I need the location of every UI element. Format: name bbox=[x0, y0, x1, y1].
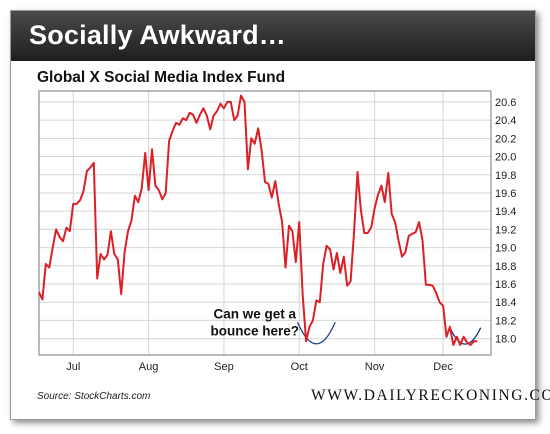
plot-border bbox=[38, 90, 492, 356]
x-tick-labels: Jul Aug Sep Oct Nov Dec bbox=[66, 361, 453, 373]
x-tick-label: Jul bbox=[66, 361, 80, 373]
y-tick-label: 18.8 bbox=[495, 261, 516, 273]
y-tick-label: 19.4 bbox=[495, 206, 516, 218]
annotation-text-line-2: bounce here? bbox=[210, 324, 299, 339]
chart-title: Global X Social Media Index Fund bbox=[37, 69, 286, 86]
y-tick-label: 20.6 bbox=[495, 97, 516, 109]
banner-title: Socially Awkward… bbox=[29, 20, 286, 50]
y-tick-label: 20.0 bbox=[495, 152, 516, 164]
y-tick-label: 19.6 bbox=[495, 188, 516, 200]
bounce-curve-oct bbox=[296, 321, 336, 345]
y-tick-label: 19.2 bbox=[495, 224, 516, 236]
grid-layer bbox=[39, 91, 491, 355]
x-tick-label: Sep bbox=[214, 361, 234, 373]
bounce-curve-dec bbox=[449, 327, 482, 345]
price-line bbox=[38, 94, 478, 346]
x-tick-label: Nov bbox=[365, 361, 385, 373]
y-tick-label: 18.6 bbox=[495, 279, 516, 291]
brand-url: WWW.DAILYRECKONING.COM bbox=[311, 387, 550, 404]
annotation-curves bbox=[296, 321, 482, 345]
source-note: Source: StockCharts.com bbox=[37, 391, 151, 402]
annotation-text-line-1: Can we get a bbox=[213, 307, 296, 322]
y-tick-label: 19.0 bbox=[495, 243, 516, 255]
y-tick-label: 18.4 bbox=[495, 297, 516, 309]
series-layer bbox=[38, 94, 478, 346]
y-tick-label: 20.2 bbox=[495, 133, 516, 145]
x-tick-label: Dec bbox=[433, 361, 453, 373]
y-tick-label: 18.2 bbox=[495, 315, 516, 327]
y-tick-labels: 18.0 18.2 18.4 18.6 18.8 19.0 19.2 19.4 19.6 19.8… bbox=[495, 97, 516, 346]
line-chart: Jul Aug Sep Oct Nov Dec 18.018.218.418.618.81… bbox=[38, 90, 516, 373]
chart-frame: Socially Awkward… Global X Social Media … bbox=[10, 10, 550, 420]
y-tick-label: 18.0 bbox=[495, 334, 516, 346]
x-tick-label: Aug bbox=[139, 361, 159, 373]
x-tick-label: Oct bbox=[291, 361, 308, 373]
title-banner: Socially Awkward… bbox=[11, 11, 535, 61]
y-tick-label: 19.8 bbox=[495, 170, 516, 182]
y-tick-label: 20.4 bbox=[495, 115, 516, 127]
